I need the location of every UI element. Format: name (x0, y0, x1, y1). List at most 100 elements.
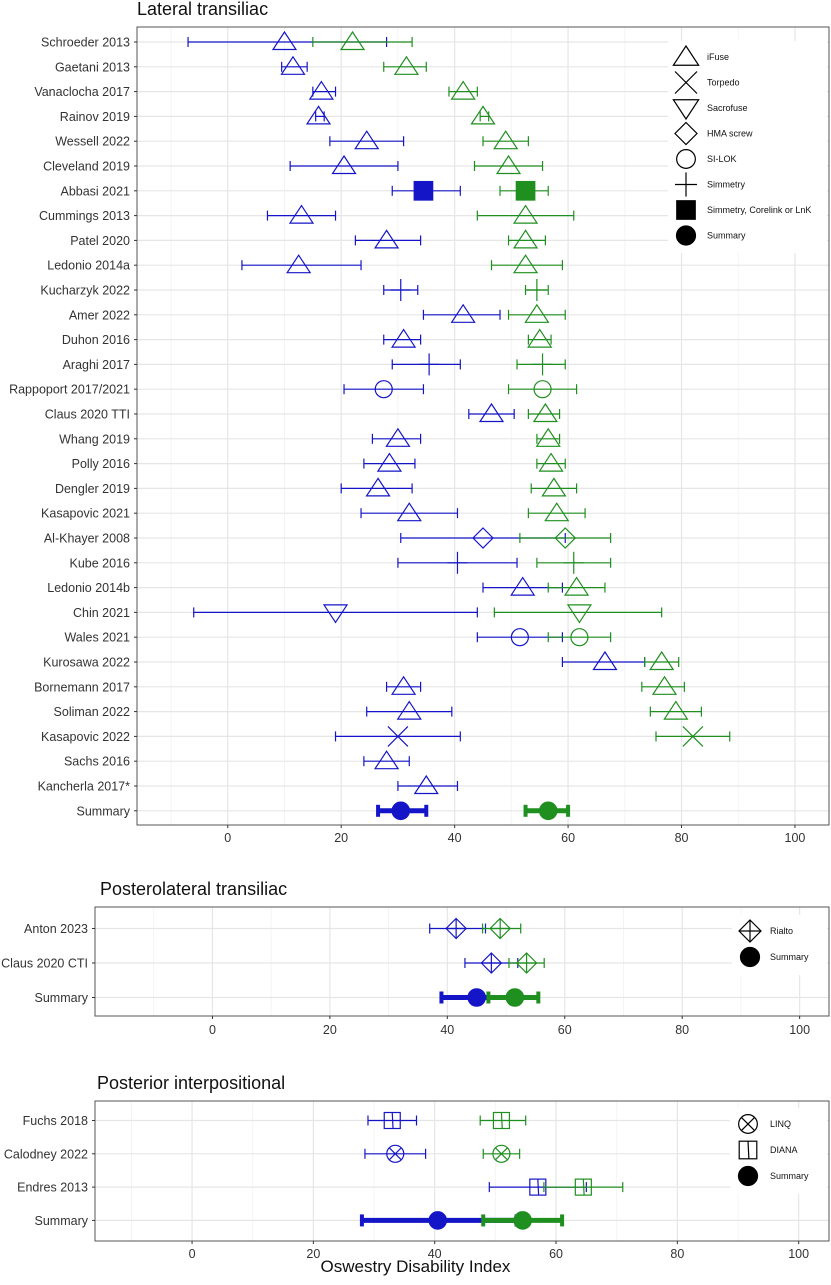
data-point-diag (391, 1112, 394, 1129)
x-tick-label: 60 (558, 1023, 572, 1037)
study-label: Wales 2021 (64, 631, 130, 645)
panel-border (136, 26, 830, 826)
study-label: Araghi 2017 (63, 358, 130, 372)
study-label: Claus 2020 TTI (45, 408, 130, 422)
data-point-x2 (682, 725, 704, 747)
data-point-triangle-up (396, 502, 422, 522)
study-label: Fuchs 2018 (23, 1114, 88, 1128)
data-point-triangle-up (450, 80, 476, 100)
panel-title: Posterolateral transiliac (100, 879, 287, 899)
data-point-triangle-up (535, 427, 561, 447)
data-point-diamond (472, 527, 494, 549)
data-point-triangle-up (510, 576, 536, 596)
study-label: Wessell 2022 (55, 135, 130, 149)
data-point-x2 (387, 725, 409, 747)
data-point-circle (492, 1144, 511, 1163)
legend-label: iFuse (707, 52, 729, 62)
legend-label: Summary (770, 1171, 809, 1181)
x-tick-label: 20 (334, 831, 348, 845)
data-point-circle-filled (505, 988, 525, 1007)
data-point-triangle-up (365, 477, 391, 497)
legend: LINQ DIANA Summary (730, 1108, 827, 1194)
x-axis-label-holder: Oswestry Disability Index (320, 1257, 511, 1276)
series-series_b (312, 30, 731, 821)
series-series_b (481, 917, 545, 1007)
study-label: Abbasi 2021 (60, 184, 130, 198)
study-label: Kancherla 2017* (38, 780, 131, 794)
study-label: Whang 2019 (59, 432, 130, 446)
study-label: Calodney 2022 (4, 1147, 88, 1161)
data-point-triangle-up (493, 130, 519, 150)
study-label: Bornemann 2017 (34, 680, 130, 694)
study-label: Endres 2013 (17, 1181, 88, 1195)
legend-key-square-filled (676, 200, 696, 220)
legend: iFuse Torpedo Sacrofuse HMA screw SI-LOK Simm… (668, 41, 827, 253)
legend-label: Torpedo (707, 78, 740, 88)
study-label: Anton 2023 (24, 922, 88, 936)
series-series_b (479, 1111, 624, 1230)
data-point-diamond (554, 527, 577, 549)
data-point-x2 (388, 1147, 402, 1161)
legend-key-circle (676, 149, 696, 169)
panel-2: Posterolateral transiliac Anton 2023 Claus… (1, 879, 830, 1037)
data-point-triangle-up (288, 204, 315, 224)
data-point-square-filled (515, 180, 536, 201)
study-label: Polly 2016 (72, 457, 130, 471)
panel-title: Posterior interpositional (97, 1073, 285, 1093)
legend-label: Simmetry, Corelink or LnK (707, 205, 811, 215)
data-point-triangle-up (373, 750, 400, 770)
panel-border (94, 1100, 830, 1242)
x-tick-label: 40 (440, 1023, 454, 1037)
series-series_a (187, 30, 646, 821)
study-label: Kube 2016 (70, 556, 131, 570)
study-label: Soliman 2022 (54, 705, 130, 719)
data-point-triangle-up (512, 254, 539, 274)
data-point-triangle-up (339, 30, 366, 51)
study-label: Summary (35, 1214, 89, 1228)
panel-1: Lateral transiliac Schroeder 2013 Gaetani … (9, 0, 830, 845)
legend-key-x2 (740, 1116, 756, 1132)
data-point-triangle-up (413, 774, 439, 795)
data-point-circle (533, 380, 552, 399)
data-point-circle-filled (538, 801, 558, 821)
panel-background (95, 1101, 829, 1241)
legend-label: Rialto (770, 926, 793, 936)
data-point-triangle-up (592, 650, 618, 671)
panel-3: Posterior interpositional Fuchs 2018 Calod… (4, 1073, 830, 1261)
x-tick-label: 100 (785, 831, 806, 845)
data-point-circle (386, 1144, 405, 1163)
study-label: Kucharzyk 2022 (40, 284, 130, 298)
data-point-triangle-up (651, 675, 678, 695)
data-point-circle-filled (467, 988, 486, 1007)
data-point-triangle-up (390, 675, 417, 695)
legend-key-circle (738, 1114, 758, 1134)
x-tick-label: 20 (323, 1023, 337, 1037)
legend-key-x2 (674, 71, 698, 94)
legend-label: Simmetry (707, 180, 745, 190)
legend-key-triangle-down (672, 99, 700, 121)
legend-key-circle-filled (675, 225, 697, 246)
study-label: Kurosawa 2022 (43, 656, 130, 670)
data-point-triangle-up (532, 402, 559, 423)
study-label: Kasapovic 2022 (41, 730, 130, 744)
panel-title: Lateral transiliac (137, 0, 268, 19)
data-point-circle-filled (391, 801, 411, 821)
data-point-triangle-up (308, 80, 334, 100)
study-label: Rainov 2019 (60, 110, 130, 124)
data-point-circle (510, 628, 529, 647)
study-label: Sachs 2016 (64, 755, 130, 769)
legend-label: HMA screw (707, 129, 753, 139)
legend-label: Summary (707, 231, 746, 241)
data-point-triangle-down (322, 604, 349, 624)
legend-label: DIANA (770, 1145, 798, 1155)
study-label: Summary (35, 991, 89, 1005)
x-tick-label: 40 (428, 1247, 442, 1261)
data-point-triangle-up (524, 303, 550, 323)
data-point-triangle-up (385, 427, 411, 447)
study-label: Cummings 2013 (39, 209, 130, 223)
x-tick-label: 60 (549, 1247, 563, 1261)
data-point-triangle-up (538, 452, 564, 472)
legend-key-diag (747, 1141, 750, 1159)
